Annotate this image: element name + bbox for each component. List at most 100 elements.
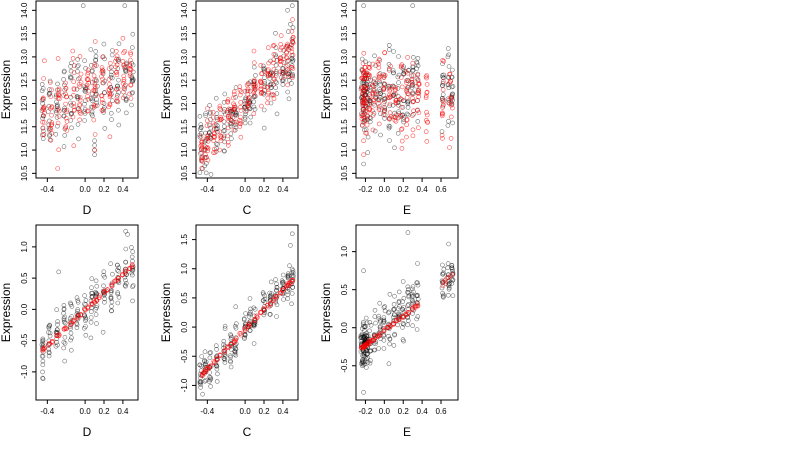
data-point <box>289 277 295 283</box>
data-point <box>221 338 227 344</box>
y-tick-label: 0.5 <box>20 272 29 284</box>
x-tick-label: 0.2 <box>398 185 410 194</box>
data-point <box>243 109 248 115</box>
data-point <box>409 113 415 118</box>
data-point <box>71 143 77 148</box>
data-point <box>97 295 103 300</box>
data-point <box>361 114 367 120</box>
data-point <box>390 70 396 76</box>
data-point <box>386 68 392 73</box>
data-point <box>198 122 204 127</box>
x-tick-label: -0.4 <box>200 185 214 194</box>
data-point <box>447 71 453 77</box>
data-point <box>75 64 80 69</box>
data-point <box>102 90 107 95</box>
data-point <box>72 317 77 323</box>
data-point <box>248 309 253 315</box>
data-point <box>93 49 98 54</box>
data-point <box>273 85 278 90</box>
x-tick-label: -0.2 <box>359 407 373 416</box>
data-point <box>228 336 234 342</box>
data-point <box>68 74 73 80</box>
data-point <box>368 358 373 363</box>
data-point <box>387 110 393 115</box>
data-point <box>280 272 286 278</box>
x-axis-title: C <box>243 203 252 217</box>
data-point <box>414 327 420 332</box>
data-point <box>289 81 294 86</box>
data-point <box>217 103 223 109</box>
data-point <box>251 341 257 346</box>
data-point <box>238 105 243 110</box>
data-point <box>277 58 283 64</box>
data-point <box>359 56 365 62</box>
data-point <box>424 112 430 118</box>
data-point <box>258 80 263 85</box>
plot-frame <box>35 0 139 179</box>
data-point <box>212 150 218 155</box>
data-point <box>376 316 382 321</box>
data-point <box>46 349 52 355</box>
data-point <box>409 73 415 78</box>
data-point <box>274 285 280 291</box>
data-point <box>268 312 273 317</box>
data-point <box>94 283 100 289</box>
data-point <box>440 97 446 103</box>
data-point <box>271 76 277 82</box>
data-point <box>439 129 445 134</box>
data-point <box>368 115 373 121</box>
data-point <box>82 293 87 298</box>
data-point <box>63 86 69 91</box>
data-point <box>84 85 90 91</box>
data-point <box>387 291 393 297</box>
data-point <box>370 91 376 97</box>
data-point <box>375 97 381 102</box>
data-point <box>409 85 415 90</box>
data-point <box>405 84 410 90</box>
data-point <box>414 316 420 322</box>
y-axis-title: Expression <box>0 60 13 119</box>
data-point <box>271 298 276 304</box>
data-point <box>399 138 405 144</box>
data-point <box>101 41 107 47</box>
data-point <box>360 112 366 118</box>
y-tick-label: 12.0 <box>180 95 189 111</box>
x-tick-label: 0.2 <box>258 407 270 416</box>
data-point <box>78 80 84 85</box>
data-point <box>415 107 420 113</box>
data-point <box>274 302 280 308</box>
data-point <box>290 52 296 58</box>
y-tick-label: 12.5 <box>180 72 189 88</box>
data-point <box>233 95 238 100</box>
data-point <box>361 359 366 364</box>
data-point <box>48 138 54 143</box>
data-point <box>423 74 429 79</box>
data-point <box>69 125 74 131</box>
data-point <box>62 358 67 364</box>
data-point <box>361 152 366 157</box>
data-point <box>371 84 377 89</box>
data-point <box>377 330 383 336</box>
data-point <box>253 84 258 89</box>
data-point <box>415 55 421 61</box>
data-point <box>262 75 267 80</box>
data-point <box>130 249 135 254</box>
data-point <box>381 112 386 117</box>
data-point <box>115 291 121 297</box>
data-point <box>361 390 366 395</box>
data-point <box>48 106 53 111</box>
data-point <box>287 263 292 269</box>
data-point <box>217 129 223 135</box>
x-tick-label: 0.0 <box>240 407 252 416</box>
y-tick-label: 0.5 <box>340 284 349 296</box>
data-point <box>211 127 217 132</box>
data-point <box>410 298 416 304</box>
data-point <box>222 323 228 329</box>
data-point <box>221 109 227 115</box>
data-point <box>130 78 136 83</box>
data-point <box>381 86 387 91</box>
data-point <box>261 66 266 72</box>
y-tick-label: 0.5 <box>180 292 189 304</box>
series-1 <box>39 3 136 157</box>
data-point <box>376 72 382 77</box>
